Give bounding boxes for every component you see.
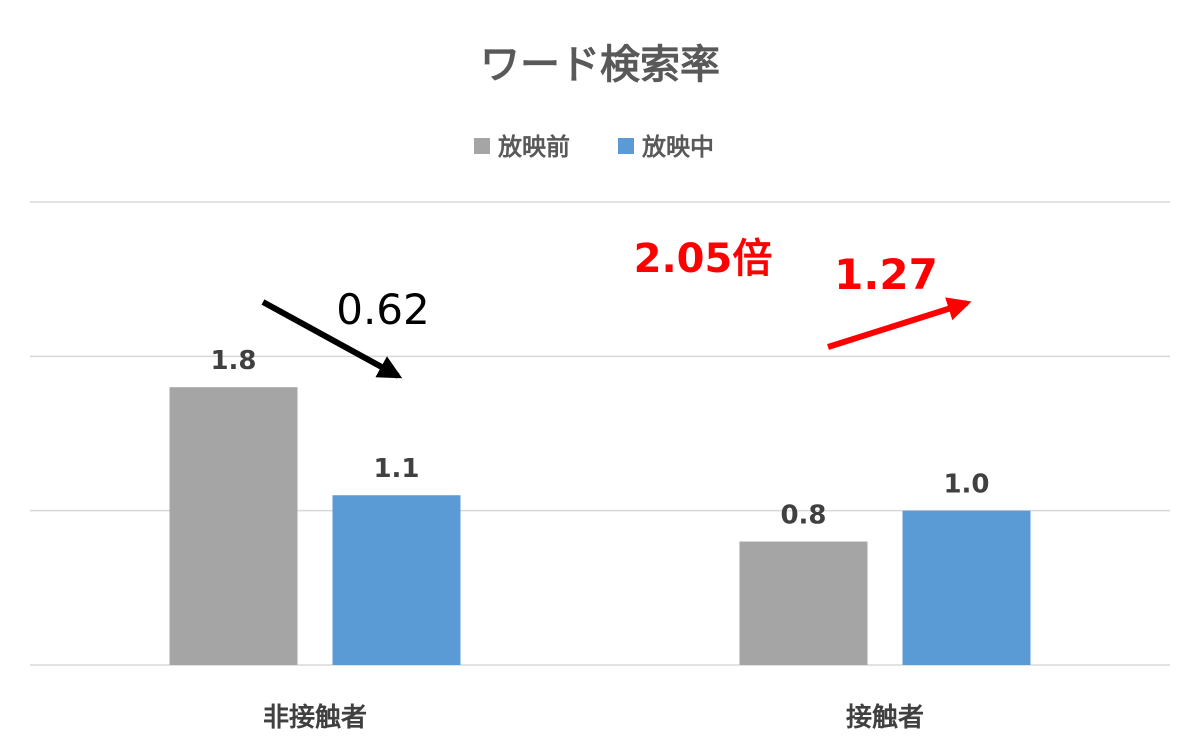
chart-title: ワード検索率 <box>480 42 720 88</box>
category-label-1: 接触者 <box>846 703 924 733</box>
legend: 放映前 放映中 <box>474 133 714 161</box>
legend-swatch-during <box>618 138 634 154</box>
data-label-s0-c0: 1.8 <box>210 346 256 376</box>
bar-s1-c0 <box>332 495 461 665</box>
annotation-multiplier: 2.05倍 <box>634 236 773 282</box>
bar-s0-c0 <box>169 387 298 665</box>
annotation-ratio-viewer: 1.27 <box>834 250 938 299</box>
legend-label-during: 放映中 <box>641 133 714 161</box>
data-label-s0-c1: 0.8 <box>780 501 826 531</box>
increase-arrow <box>827 297 972 350</box>
data-label-s1-c0: 1.1 <box>373 454 419 484</box>
annotation-ratio-nonviewer: 0.62 <box>336 285 430 334</box>
legend-swatch-before <box>474 138 490 154</box>
category-label-0: 非接触者 <box>263 703 367 733</box>
bar-s0-c1 <box>739 541 868 665</box>
legend-label-before: 放映前 <box>497 133 570 161</box>
bars <box>169 387 1031 665</box>
data-labels: 1.8 1.1 0.8 1.0 <box>210 346 989 530</box>
data-label-s1-c1: 1.0 <box>943 470 989 500</box>
annotations: 0.62 2.05倍 1.27 <box>261 236 972 379</box>
category-labels: 非接触者 接触者 <box>263 703 924 733</box>
decrease-arrow <box>261 299 403 379</box>
bar-s1-c1 <box>902 510 1031 665</box>
